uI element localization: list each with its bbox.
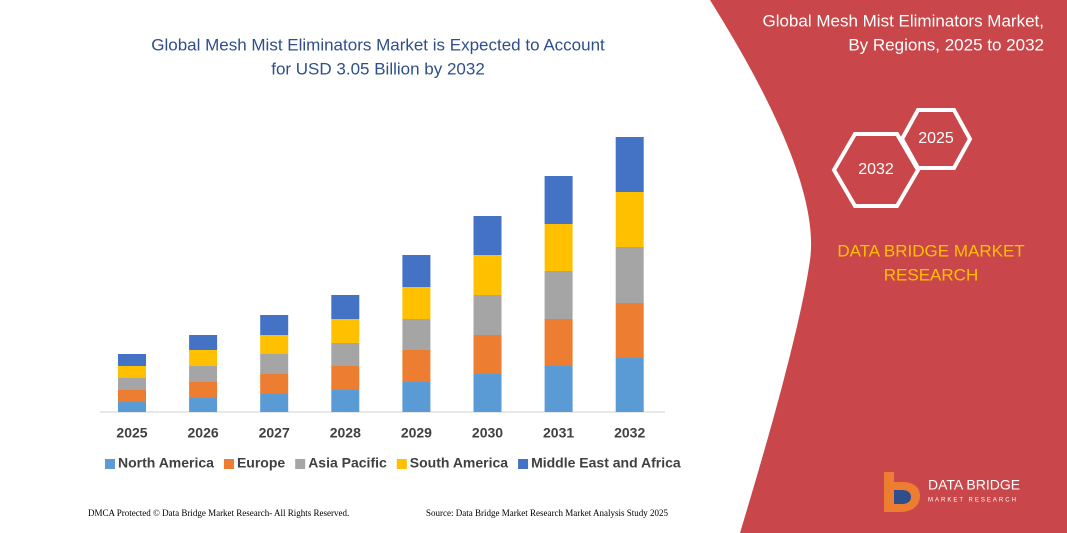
bar-segment [118,402,146,412]
bar-segment [544,366,573,412]
bar-segment [118,366,146,378]
bar-segment [260,374,289,394]
brand-text: DATA BRIDGE MARKET [837,241,1024,260]
panel-title: Global Mesh Mist Eliminators Market, [762,11,1044,30]
footer-right: Source: Data Bridge Market Research Mark… [426,508,668,518]
bar-segment [544,271,573,319]
logo-mark [894,490,911,504]
chart-title: for USD 3.05 Billion by 2032 [271,59,485,78]
legend-swatch [396,459,407,469]
bar-segment [189,382,218,398]
x-tick-label: 2031 [543,425,574,441]
hexagon-label: 2032 [858,161,894,178]
x-tick-label: 2025 [116,425,147,441]
legend-swatch [518,459,529,469]
bar-segment [473,255,502,295]
legend-swatch [295,459,306,469]
bar-segment [402,287,431,319]
bar-segment [615,303,644,358]
x-tick-label: 2030 [472,425,503,441]
legend-label: South America [410,455,508,471]
bar-segment [331,319,360,343]
bar-segment [331,343,360,366]
bar-segment [473,216,502,255]
bar-segment [189,335,218,350]
x-tick-label: 2027 [259,425,290,441]
bar-segment [615,137,644,192]
bar-segment [189,398,218,412]
chart-title: Global Mesh Mist Eliminators Market is E… [151,35,605,54]
bar-segment [402,319,431,350]
x-tick-label: 2029 [401,425,432,441]
bar-segment [260,354,289,374]
legend-swatch [223,459,234,469]
bar-segment [118,354,146,366]
legend-label: Middle East and Africa [531,455,681,471]
bar-segment [615,192,644,247]
bar-segment [473,374,502,412]
hexagon [831,132,921,208]
logo-tagline: MARKET RESEARCH [928,498,1018,504]
logo: DATA BRIDGE MARKET RESEARCH [884,472,1020,512]
bar-segment [544,176,573,224]
bar-segment [331,390,360,412]
bar-segment [473,335,502,374]
panel-title: By Regions, 2025 to 2032 [848,35,1044,54]
bar-segment [331,366,360,390]
bar-segment [402,350,431,382]
bar-segment [331,295,360,319]
bar-segment [118,390,146,402]
bar-segment [189,350,218,366]
side-panel [710,0,1067,533]
bar-segment [189,366,218,382]
bar-segment [544,319,573,366]
legend-label: Europe [237,455,285,471]
x-tick-label: 2032 [614,425,645,441]
bar-segment [615,247,644,303]
bar-segment [260,335,289,354]
legend-label: North America [118,455,214,471]
x-tick-label: 2026 [188,425,219,441]
legend-label: Asia Pacific [308,455,387,471]
bar-segment [473,295,502,335]
logo-name: DATA BRIDGE [928,477,1020,493]
brand-text: RESEARCH [884,265,978,284]
bar-segment [615,358,644,412]
bar-segment [402,382,431,412]
bar-segment [260,315,289,335]
hexagon-label: 2025 [918,130,954,147]
legend-swatch [105,459,115,469]
bar-segment [544,224,573,271]
bar-segment [118,378,146,390]
footer-left: DMCA Protected © Data Bridge Market Rese… [88,508,349,518]
bar-segment [402,255,431,287]
bar-segment [260,394,289,412]
x-tick-label: 2028 [330,425,361,441]
